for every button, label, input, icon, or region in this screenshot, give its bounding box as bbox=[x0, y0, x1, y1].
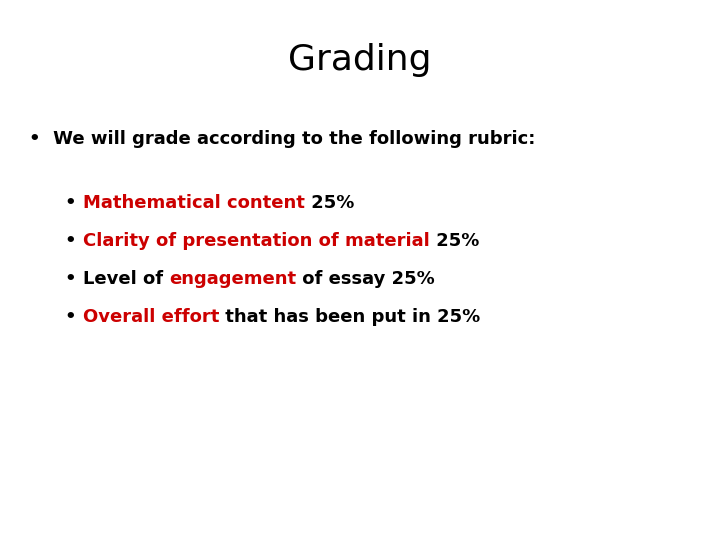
Text: Mathematical content: Mathematical content bbox=[83, 194, 305, 212]
Text: engagement: engagement bbox=[169, 270, 297, 288]
Text: Overall effort: Overall effort bbox=[83, 308, 219, 326]
Text: •: • bbox=[65, 270, 76, 288]
Text: 25%: 25% bbox=[305, 194, 354, 212]
Text: •  We will grade according to the following rubric:: • We will grade according to the followi… bbox=[29, 130, 535, 147]
Text: that has been put in 25%: that has been put in 25% bbox=[219, 308, 480, 326]
Text: Grading: Grading bbox=[288, 43, 432, 77]
Text: •: • bbox=[65, 194, 76, 212]
Text: •: • bbox=[65, 232, 76, 250]
Text: 25%: 25% bbox=[430, 232, 479, 250]
Text: of essay 25%: of essay 25% bbox=[297, 270, 435, 288]
Text: Level of: Level of bbox=[83, 270, 169, 288]
Text: •: • bbox=[65, 308, 76, 326]
Text: Clarity of presentation of material: Clarity of presentation of material bbox=[83, 232, 430, 250]
